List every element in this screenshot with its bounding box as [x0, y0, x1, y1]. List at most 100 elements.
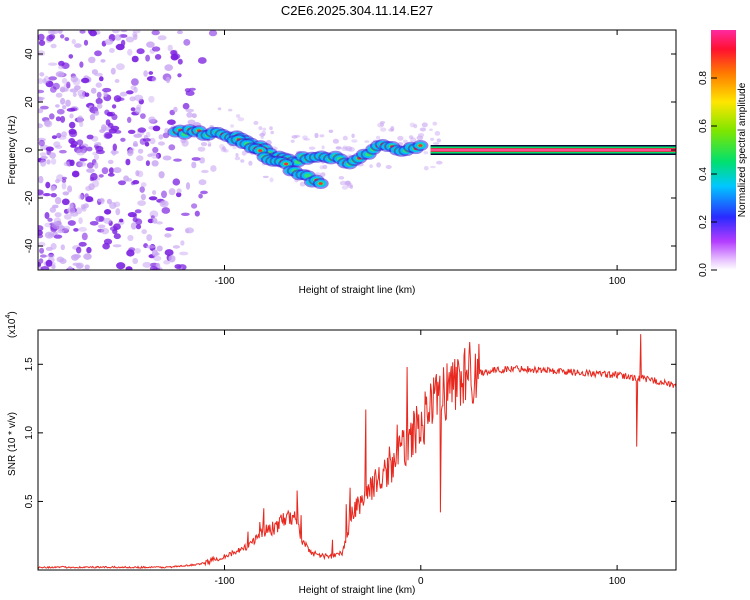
noise-blob	[173, 106, 178, 113]
noise-blob	[95, 97, 103, 105]
noise-blob	[71, 39, 77, 45]
noise-blob	[40, 254, 47, 258]
noise-blob	[108, 167, 114, 174]
noise-blob	[148, 71, 154, 75]
halo-blob	[291, 135, 298, 139]
colorbar-tick-label: 0.2	[698, 215, 709, 229]
noise-blob	[40, 105, 49, 110]
noise-blob	[90, 87, 97, 94]
halo-blob	[380, 127, 387, 132]
noise-blob	[61, 131, 67, 138]
noise-blob	[126, 249, 135, 257]
noise-blob	[199, 157, 206, 164]
noise-blob	[47, 30, 56, 35]
noise-blob	[39, 152, 47, 157]
halo-blob	[430, 165, 436, 169]
snr-x-axis-label: Height of straight line (km)	[299, 585, 416, 596]
noise-blob	[130, 107, 136, 112]
noise-blob	[54, 196, 62, 205]
noise-blob	[89, 114, 96, 121]
noise-blob	[146, 41, 155, 48]
colorbar-tick-label: 0.4	[698, 167, 709, 181]
noise-blob	[70, 107, 78, 111]
noise-blob	[102, 87, 112, 93]
noise-blob	[119, 218, 124, 223]
noise-blob	[52, 204, 59, 209]
noise-blob	[164, 64, 173, 71]
halo-blob	[270, 130, 275, 135]
halo-blob	[319, 134, 325, 138]
noise-blob	[52, 82, 60, 90]
halo-blob	[228, 108, 233, 112]
noise-blob	[70, 75, 79, 83]
noise-blob	[153, 255, 162, 262]
noise-blob	[187, 119, 196, 125]
noise-blob	[49, 113, 55, 120]
ridge-blob-peak	[418, 144, 423, 147]
noise-blob	[45, 80, 54, 88]
noise-blob	[45, 259, 53, 267]
snr-y-axis-label: SNR (10 * v/v)	[7, 412, 18, 476]
noise-blob	[110, 67, 116, 75]
x-tick-label: -100	[214, 576, 234, 587]
noise-blob	[141, 229, 147, 235]
noise-blob	[68, 128, 77, 135]
noise-blob	[111, 30, 120, 34]
noise-blob	[163, 259, 171, 265]
noise-blob	[194, 210, 200, 217]
noise-blob	[139, 186, 145, 193]
noise-blob	[51, 221, 61, 230]
halo-blob	[241, 150, 247, 156]
halo-blob	[219, 144, 225, 150]
noise-blob	[94, 142, 102, 146]
spectrogram-y-axis-label: Frequency (Hz)	[7, 116, 18, 185]
noise-blob	[147, 218, 154, 224]
noise-blob	[143, 135, 148, 139]
y-tick-label: 40	[24, 48, 35, 60]
noise-blob	[43, 119, 51, 127]
noise-blob	[77, 115, 84, 123]
noise-blob	[38, 96, 45, 101]
halo-blob	[322, 164, 328, 170]
halo-blob	[390, 126, 395, 132]
noise-blob	[47, 217, 53, 222]
noise-blob	[113, 167, 122, 174]
noise-blob	[125, 90, 134, 95]
noise-blob	[38, 234, 44, 239]
noise-blob	[136, 48, 145, 55]
spectrogram-panel: -100 100 -40 -20 0 20 40 Height of straight li…	[7, 29, 677, 296]
noise-blob	[151, 160, 159, 167]
noise-blob	[137, 148, 144, 154]
noise-blob	[67, 206, 76, 214]
noise-blob	[145, 54, 151, 62]
halo-blob	[436, 160, 443, 165]
noise-blob	[134, 94, 144, 102]
noise-blob	[165, 76, 171, 84]
noise-blob	[50, 193, 57, 198]
halo-blob	[299, 181, 306, 187]
noise-blob	[176, 188, 182, 194]
noise-blob	[38, 139, 45, 147]
noise-blob	[57, 30, 63, 34]
noise-blob	[154, 54, 162, 60]
noise-blob	[132, 31, 138, 38]
noise-blob	[150, 215, 155, 219]
noise-blob	[54, 145, 63, 149]
noise-blob	[81, 232, 88, 241]
noise-blob	[129, 147, 135, 152]
noise-blob	[200, 190, 208, 195]
branch-blob-peak	[318, 182, 323, 185]
noise-blob	[170, 53, 179, 61]
noise-blob	[186, 112, 193, 118]
colorbar-ticks: 0.0 0.2 0.4 0.6 0.8	[698, 71, 717, 277]
noise-blob	[148, 116, 156, 123]
noise-blob	[132, 257, 138, 265]
noise-blob	[68, 54, 74, 59]
spectrogram-plot-area	[38, 30, 676, 270]
noise-blob	[152, 217, 158, 224]
halo-blob	[351, 139, 358, 143]
noise-blob	[156, 245, 163, 252]
y-tick-label: 0.5	[24, 494, 35, 508]
halo-blob	[262, 175, 269, 179]
noise-blob	[151, 30, 160, 36]
